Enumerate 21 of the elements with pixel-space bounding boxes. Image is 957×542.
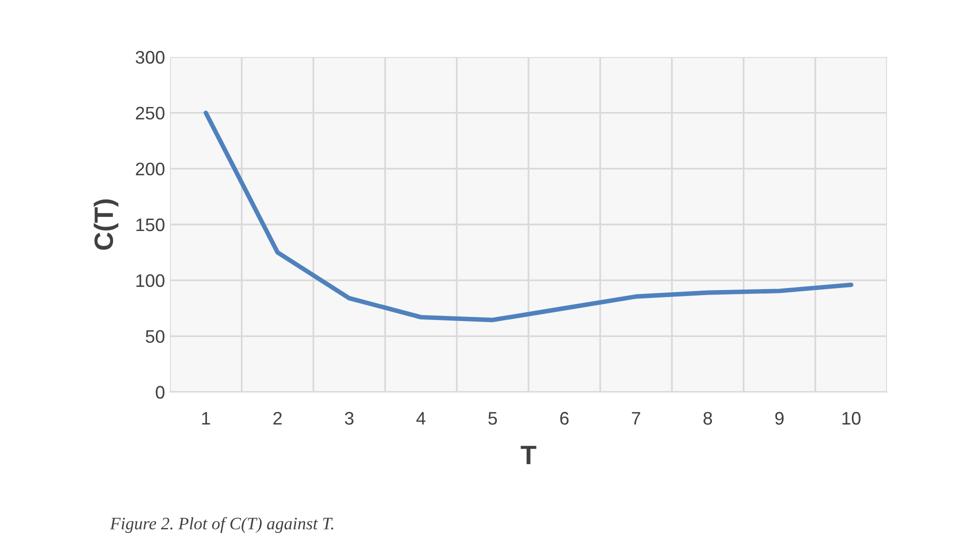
x-tick-label: 7 xyxy=(632,412,640,425)
x-tick-label: 2 xyxy=(273,412,282,425)
caption: Figure 2. Plot of C(T) against T. xyxy=(110,517,334,533)
line-series xyxy=(204,110,854,322)
y-tick-label: 250 xyxy=(136,106,164,120)
y-tick-label: 200 xyxy=(136,162,164,176)
y-tick-label: 50 xyxy=(146,330,164,343)
y-tick-label: 100 xyxy=(136,274,164,288)
x-tick-label: 6 xyxy=(560,412,569,425)
x-tick-label: 3 xyxy=(344,412,354,425)
y-tick-label: 0 xyxy=(156,386,164,399)
y-tick-label: 300 xyxy=(136,50,164,64)
y-tick-label: 150 xyxy=(136,218,164,232)
x-tick-label: 9 xyxy=(775,412,784,425)
x-tick-label: 1 xyxy=(202,412,210,425)
x-tick-label: 5 xyxy=(488,412,497,425)
x-tick-label: 8 xyxy=(704,412,712,425)
x-tick-label: 4 xyxy=(416,412,426,425)
y-axis-title: C(T) xyxy=(94,199,118,250)
x-tick-label: 10 xyxy=(842,412,860,425)
x-axis-title: T xyxy=(520,446,536,464)
